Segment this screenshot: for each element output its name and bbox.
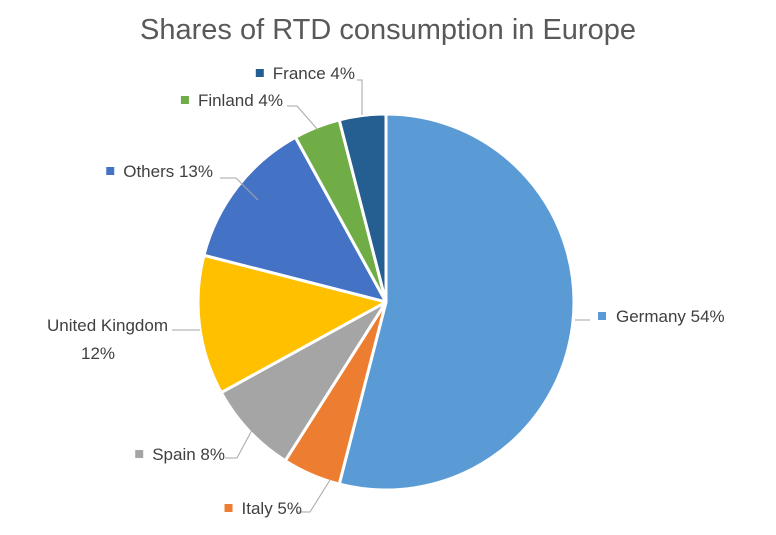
legend-key-germany bbox=[598, 312, 606, 320]
legend-key-finland bbox=[180, 96, 189, 104]
legend-key-france bbox=[255, 69, 264, 77]
leader-line-spain bbox=[225, 429, 253, 459]
data-label-spain: Spain 8% bbox=[152, 445, 225, 464]
data-label-united-kingdom-line-2: 12% bbox=[81, 344, 115, 363]
slices-group bbox=[196, 112, 576, 492]
pie-slice-spain bbox=[219, 300, 388, 463]
leader-line-finland bbox=[287, 105, 319, 131]
data-label-germany: Germany 54% bbox=[616, 307, 725, 326]
pie-slice-germany bbox=[337, 112, 576, 492]
data-label-others: Others 13% bbox=[123, 162, 213, 181]
pie-slice-united-kingdom bbox=[196, 253, 388, 395]
data-label-france: France 4% bbox=[273, 64, 355, 83]
legend-key-others bbox=[106, 167, 115, 175]
legend-key-spain bbox=[135, 450, 144, 458]
data-label-italy: Italy 5% bbox=[242, 499, 302, 518]
data-label-united-kingdom-line-1: United Kingdom bbox=[47, 316, 168, 335]
pie-slice-others bbox=[202, 135, 388, 304]
legend-key-italy bbox=[224, 504, 233, 512]
labels-group: Germany 54% Italy 5% Spain 8% United Kingdo… bbox=[47, 64, 725, 518]
leader-line-italy bbox=[297, 479, 331, 513]
chart-title: Shares of RTD consumption in Europe bbox=[140, 14, 636, 46]
leader-line-france bbox=[357, 79, 363, 115]
leader-line-others bbox=[220, 177, 259, 201]
pie-slice-france bbox=[337, 112, 388, 304]
data-label-finland: Finland 4% bbox=[198, 91, 283, 110]
